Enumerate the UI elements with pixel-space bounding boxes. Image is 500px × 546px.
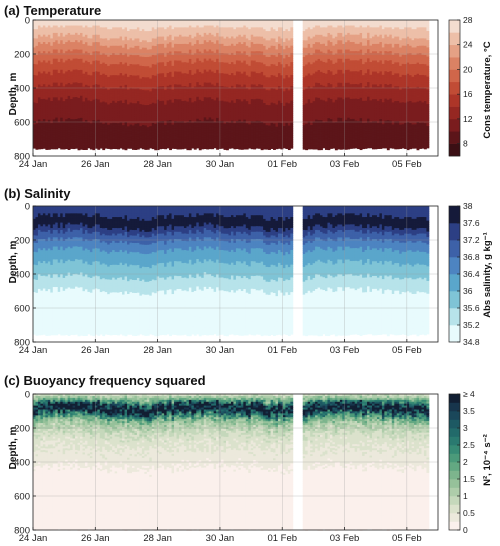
field-cell	[33, 146, 36, 148]
field-cell	[167, 146, 170, 148]
field-cell	[125, 148, 128, 150]
field-cell	[139, 146, 142, 148]
panel-temperature: (a) Temperature Depth, m 020040060080024…	[4, 3, 493, 170]
field-cell	[144, 148, 147, 150]
field-cell	[58, 146, 61, 148]
field-cell	[120, 146, 123, 148]
field-cell	[137, 147, 140, 149]
field-cell	[78, 148, 81, 150]
field-cell	[127, 147, 130, 149]
field-cell	[134, 148, 137, 150]
panel-a-title: (a) Temperature	[4, 3, 101, 18]
field-cell	[117, 147, 120, 149]
field-cell	[169, 148, 172, 150]
field-cell	[70, 147, 73, 149]
field-cell	[48, 148, 51, 150]
field-cell	[132, 148, 135, 150]
field-cell	[100, 146, 103, 148]
field-cell	[53, 147, 56, 149]
field-cell	[162, 147, 165, 149]
field-cell	[90, 147, 93, 149]
field-cell	[147, 148, 150, 150]
field-cell	[157, 148, 160, 150]
field-cell	[45, 148, 48, 150]
field-cell	[73, 147, 76, 149]
field-cell	[142, 147, 145, 149]
field-cell	[130, 147, 133, 149]
field-cell	[112, 147, 115, 149]
field-cell	[159, 147, 162, 149]
field-cell	[110, 147, 113, 149]
field-cell	[68, 148, 71, 150]
field-cell	[92, 148, 95, 150]
field-cell	[107, 147, 110, 149]
field-cell	[102, 148, 105, 150]
field-cell	[115, 147, 118, 149]
field-cell	[87, 146, 90, 148]
field-cell	[35, 148, 38, 150]
field-cell	[164, 147, 167, 149]
field-cell	[40, 147, 43, 149]
field-cell	[80, 147, 83, 149]
field	[33, 20, 429, 150]
field-cell	[149, 146, 152, 148]
field-cell	[154, 148, 157, 150]
field-cell	[63, 147, 66, 149]
field-cell	[43, 147, 46, 149]
field-cell	[60, 147, 63, 149]
field-cell	[97, 148, 100, 150]
field-cell	[65, 147, 68, 149]
field-cell	[152, 147, 155, 149]
field-cell	[38, 147, 41, 149]
field-cell	[50, 147, 53, 149]
field-cell	[105, 146, 108, 148]
field-cell	[122, 147, 125, 149]
field-cell	[172, 147, 175, 149]
field-cell	[75, 146, 78, 148]
field-cell	[85, 148, 88, 150]
field-cell	[82, 148, 85, 150]
field-cell	[174, 147, 177, 149]
field-cell	[55, 147, 58, 149]
